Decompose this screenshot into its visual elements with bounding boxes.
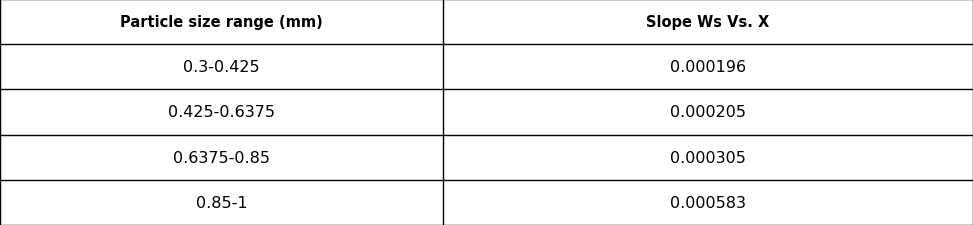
Text: 0.000305: 0.000305: [670, 150, 745, 165]
Text: 0.425-0.6375: 0.425-0.6375: [168, 105, 274, 120]
Text: 0.000205: 0.000205: [669, 105, 746, 120]
Text: Slope Ws Vs. X: Slope Ws Vs. X: [646, 15, 770, 30]
Text: 0.3-0.425: 0.3-0.425: [183, 60, 260, 75]
Text: 0.000196: 0.000196: [669, 60, 746, 75]
Text: 0.85-1: 0.85-1: [196, 195, 247, 210]
Text: Particle size range (mm): Particle size range (mm): [120, 15, 323, 30]
Text: 0.000583: 0.000583: [669, 195, 746, 210]
Text: 0.6375-0.85: 0.6375-0.85: [173, 150, 270, 165]
